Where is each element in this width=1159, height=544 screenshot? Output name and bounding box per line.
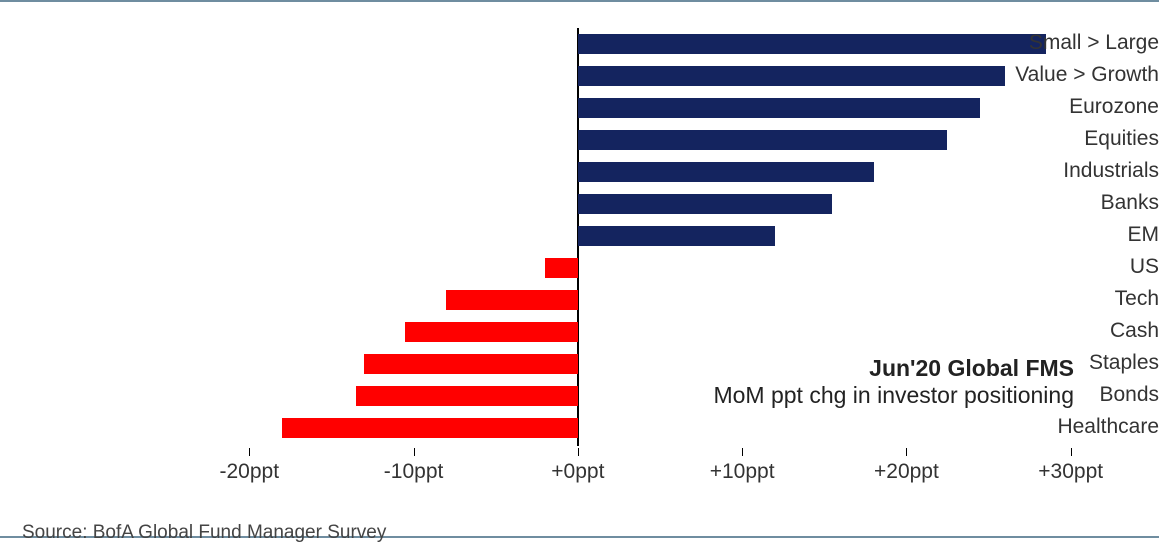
fms-positioning-chart: -20ppt-10ppt+0ppt+10ppt+20ppt+30ppt Jun'… <box>0 10 1159 500</box>
category-label: Tech <box>977 287 1159 311</box>
category-label: Bonds <box>977 383 1159 407</box>
x-tick-label: +20ppt <box>874 460 939 484</box>
bar <box>578 98 981 118</box>
bar <box>578 130 948 150</box>
x-tick <box>906 448 907 456</box>
x-tick <box>578 448 579 456</box>
bar <box>282 418 578 438</box>
x-tick <box>1071 448 1072 456</box>
bar <box>578 162 874 182</box>
category-label: Value > Growth <box>977 63 1159 87</box>
top-rule <box>0 0 1159 2</box>
x-tick-label: +30ppt <box>1038 460 1103 484</box>
bar <box>578 194 833 214</box>
x-tick-label: -10ppt <box>384 460 444 484</box>
x-tick <box>249 448 250 456</box>
x-tick <box>414 448 415 456</box>
category-label: Healthcare <box>977 415 1159 439</box>
category-label: Equities <box>977 127 1159 151</box>
category-label: Cash <box>977 319 1159 343</box>
category-label: Eurozone <box>977 95 1159 119</box>
bar <box>578 66 1005 86</box>
bar <box>364 354 578 374</box>
x-tick <box>742 448 743 456</box>
category-label: Small > Large <box>977 31 1159 55</box>
x-tick-label: -20ppt <box>220 460 280 484</box>
bar <box>446 290 577 310</box>
bar <box>545 258 578 278</box>
bar <box>578 34 1046 54</box>
bar <box>405 322 578 342</box>
category-label: Banks <box>977 191 1159 215</box>
category-label: US <box>977 255 1159 279</box>
source-text: Source: BofA Global Fund Manager Survey <box>22 522 386 544</box>
category-label: Staples <box>977 351 1159 375</box>
category-label: EM <box>977 223 1159 247</box>
bar <box>356 386 578 406</box>
bar <box>578 226 775 246</box>
category-label: Industrials <box>977 159 1159 183</box>
x-tick-label: +0ppt <box>551 460 604 484</box>
x-tick-label: +10ppt <box>710 460 775 484</box>
